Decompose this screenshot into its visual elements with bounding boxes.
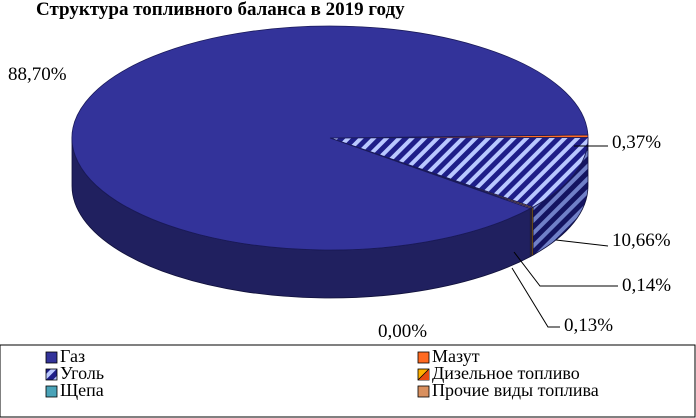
- legend-swatch-2: [45, 368, 58, 381]
- legend-swatch-4: [45, 385, 58, 398]
- legend-swatch-5: [417, 385, 430, 398]
- legend-item-5: Прочие виды топлива: [417, 380, 599, 400]
- leader-line-2: [555, 239, 609, 247]
- legend-item-4: Щепа: [45, 380, 104, 400]
- legend-item-0: Газ: [45, 346, 85, 366]
- legend-label-4: Щепа: [60, 380, 104, 400]
- data-label-5: 0,13%: [564, 315, 613, 336]
- data-label-0: 88,70%: [8, 64, 67, 85]
- leader-line-5: [511, 267, 560, 328]
- leader-line-3: [513, 251, 618, 287]
- leader-lines: [511, 145, 618, 328]
- legend-label-2: Уголь: [60, 363, 104, 383]
- data-label-2: 10,66%: [612, 230, 671, 251]
- pie-slices: [71, 25, 589, 251]
- legend-swatch-1: [417, 351, 430, 364]
- data-label-3: 0,14%: [622, 275, 671, 296]
- legend-swatch-0: [45, 351, 58, 364]
- legend-item-3: Дизельное топливо: [417, 363, 580, 383]
- legend-item-2: Уголь: [45, 363, 104, 383]
- data-labels: 88,70% 0,37% 10,66% 0,14% 0,00% 0,13%: [8, 64, 671, 342]
- chart-title: Структура топливного баланса в 2019 году: [36, 0, 405, 20]
- legend-frame: [0, 344, 696, 418]
- legend-label-3: Дизельное топливо: [432, 363, 580, 383]
- data-label-1: 0,37%: [612, 132, 661, 153]
- legend-label-1: Мазут: [432, 346, 480, 366]
- data-label-4: 0,00%: [378, 321, 427, 342]
- legend-label-5: Прочие виды топлива: [432, 380, 599, 400]
- legend-label-0: Газ: [60, 346, 85, 366]
- legend-item-1: Мазут: [417, 346, 480, 366]
- top-slice-0: [71, 25, 589, 251]
- top-slice-2: [329, 137, 589, 208]
